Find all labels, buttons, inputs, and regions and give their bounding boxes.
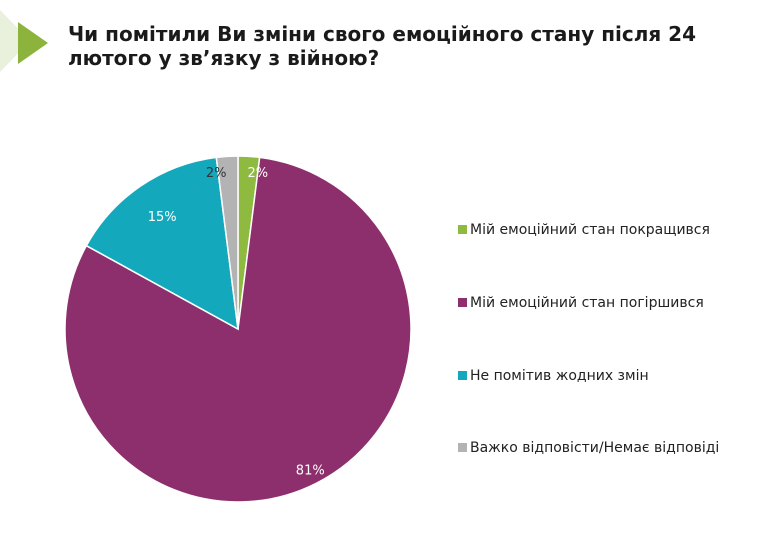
- data-label-no-change: 15%: [148, 210, 177, 225]
- legend-swatch-worsened: [458, 298, 467, 307]
- page-title: Чи помітили Ви зміни свого емоційного ст…: [68, 22, 768, 70]
- pie-slice-no-change: [85, 156, 239, 331]
- legend-label-hard-to-say: Важко відповісти/Немає відповіді: [470, 440, 720, 456]
- data-label-improved: 2%: [247, 166, 268, 181]
- legend-swatch-improved: [458, 225, 467, 234]
- legend-item-no-change: Не помітив жодних змін: [458, 368, 649, 384]
- legend-swatch-hard-to-say: [458, 443, 467, 452]
- legend-item-worsened: Мій емоційний стан погіршився: [458, 295, 704, 311]
- legend-label-worsened: Мій емоційний стан погіршився: [470, 295, 704, 311]
- pie-slice-hard-to-say: [215, 155, 239, 330]
- legend-swatch-no-change: [458, 371, 467, 380]
- legend-label-improved: Мій емоційний стан покращився: [470, 222, 710, 238]
- legend-label-no-change: Не помітив жодних змін: [470, 368, 649, 384]
- title-line-1: Чи помітили Ви зміни свого емоційного ст…: [68, 22, 697, 46]
- data-label-hard-to-say: 2%: [206, 166, 227, 181]
- corner-triangle-icon: [0, 10, 48, 72]
- data-label-worsened: 81%: [296, 463, 325, 478]
- legend-item-hard-to-say: Важко відповісти/Немає відповіді: [458, 440, 719, 456]
- title-line-2: лютого у зв’язку з війною?: [68, 46, 380, 70]
- legend-item-improved: Мій емоційний стан покращився: [458, 222, 710, 238]
